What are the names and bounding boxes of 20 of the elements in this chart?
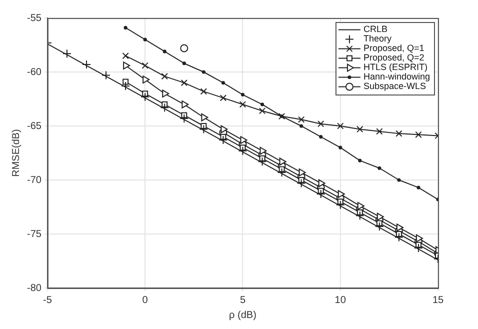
x-tick-label: -5 bbox=[43, 294, 52, 306]
y-tick-label: -65 bbox=[27, 120, 42, 132]
legend-label: HTLS (ESPRIT) bbox=[363, 62, 428, 72]
y-tick-label: -60 bbox=[27, 66, 42, 78]
legend-label: CRLB bbox=[363, 24, 388, 34]
y-tick-label: -55 bbox=[27, 12, 42, 24]
x-tick-label: 0 bbox=[142, 294, 148, 306]
legend-label: Hann-windowing bbox=[363, 72, 430, 82]
y-tick-label: -70 bbox=[27, 174, 42, 186]
legend-label: Proposed, Q=2 bbox=[363, 52, 424, 63]
x-axis-title: ρ (dB) bbox=[229, 310, 256, 321]
y-tick-label: -80 bbox=[27, 282, 42, 294]
x-tick-label: 5 bbox=[240, 294, 246, 306]
x-tick-label: 15 bbox=[432, 294, 444, 306]
legend-label: Theory bbox=[363, 34, 392, 44]
legend-label: Proposed, Q=1 bbox=[363, 43, 424, 54]
x-tick-label: 10 bbox=[334, 294, 346, 306]
y-axis-title: RMSE(dB) bbox=[10, 129, 22, 177]
legend-label: Subspace-WLS bbox=[363, 81, 426, 92]
y-tick-label: -75 bbox=[27, 228, 42, 240]
